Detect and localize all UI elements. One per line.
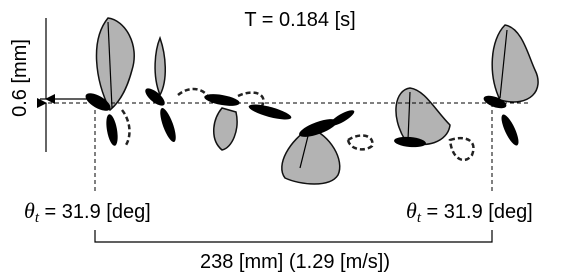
angle-label-right: θt = 31.9 [deg] bbox=[406, 198, 533, 226]
angle-label-left: θt = 31.9 [deg] bbox=[24, 198, 151, 226]
symbol: θ bbox=[24, 198, 35, 223]
symbol: θ bbox=[406, 198, 417, 223]
wing-sequence bbox=[83, 18, 538, 184]
angle-text: = 31.9 [deg] bbox=[421, 201, 533, 223]
period-label: T = 0.184 [s] bbox=[244, 9, 355, 31]
distance-bracket bbox=[95, 230, 492, 242]
angle-text: = 31.9 [deg] bbox=[39, 201, 151, 223]
figure: T = 0.184 [s] 0.6 [mm] θt = 31.9 [deg] θ… bbox=[0, 0, 568, 280]
amplitude-label: 0.6 [mm] bbox=[9, 39, 31, 117]
distance-label: 238 [mm] (1.29 [m/s]) bbox=[200, 251, 390, 273]
